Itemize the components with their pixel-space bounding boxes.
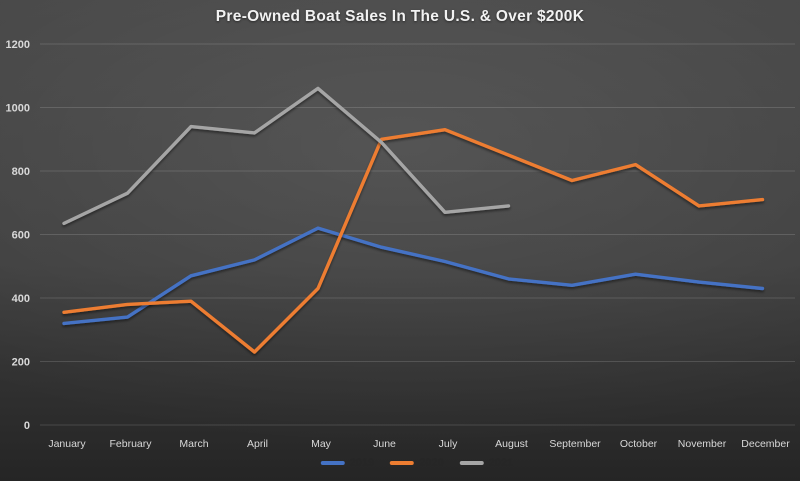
y-tick-label: 1200 xyxy=(6,39,30,51)
x-tick-label-april: April xyxy=(247,438,268,450)
y-tick-label: 200 xyxy=(12,357,30,369)
x-tick-label-march: March xyxy=(179,438,208,450)
legend-swatch-2020 xyxy=(390,461,415,465)
legend-item-2021: 2021 xyxy=(459,457,514,469)
y-tick-label: 0 xyxy=(24,420,30,432)
y-tick-label: 400 xyxy=(12,293,30,305)
legend-swatch-2021 xyxy=(459,461,484,465)
x-tick-label-february: February xyxy=(109,438,152,450)
x-tick-label-january: January xyxy=(48,438,86,450)
chart-legend: 2019 2020 2021 xyxy=(320,457,514,469)
y-tick-label: 800 xyxy=(12,166,30,178)
x-tick-label-september: September xyxy=(549,438,601,450)
legend-label-2019: 2019 xyxy=(349,457,375,469)
legend-item-2019: 2019 xyxy=(320,457,375,469)
chart-title: Pre-Owned Boat Sales In The U.S. & Over … xyxy=(215,8,585,25)
x-tick-label-october: October xyxy=(620,438,658,450)
x-tick-label-november: November xyxy=(678,438,727,450)
legend-label-2021: 2021 xyxy=(488,457,514,469)
y-tick-label: 600 xyxy=(12,230,30,242)
legend-swatch-2019 xyxy=(320,461,345,465)
legend-item-2020: 2020 xyxy=(390,457,444,469)
x-tick-label-december: December xyxy=(741,438,790,450)
x-tick-label-may: May xyxy=(311,438,332,450)
series-2020-line xyxy=(62,127,765,354)
legend-label-2020: 2020 xyxy=(419,457,444,469)
x-tick-label-july: July xyxy=(439,438,458,450)
series-2021-line xyxy=(62,86,511,226)
series-2019-line xyxy=(62,226,765,326)
x-tick-label-august: August xyxy=(495,438,528,450)
x-tick-label-june: June xyxy=(373,438,396,450)
y-tick-label: 1000 xyxy=(6,103,30,115)
